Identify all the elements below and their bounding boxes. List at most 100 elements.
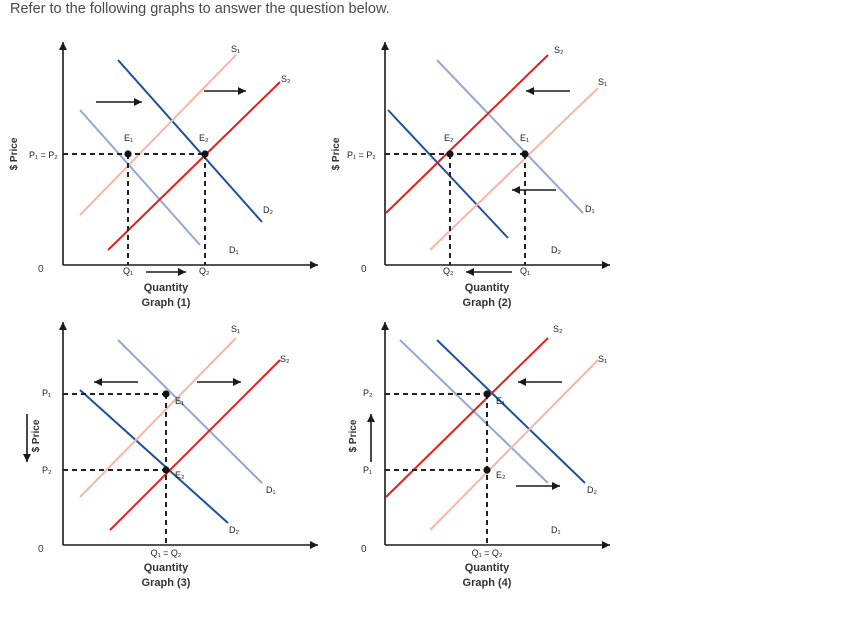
label-d1: D₁ (585, 204, 595, 214)
supply-curve-s1 (79, 337, 237, 498)
supply-curve-s1 (79, 54, 237, 216)
origin-label: 0 (361, 544, 367, 555)
q1-label: Q₁ (520, 266, 530, 276)
x-axis-label: Quantity (465, 562, 510, 574)
equilibrium-e1 (521, 150, 529, 158)
label-d2: D₂ (551, 245, 561, 255)
demand-shift-arrow-head (94, 378, 102, 386)
supply-curve-s2 (385, 54, 549, 214)
x-axis-4 (385, 541, 610, 549)
label-e1: E₁ (520, 133, 529, 143)
equilibrium-e1 (162, 390, 170, 398)
p1-label: P₁ (42, 388, 51, 398)
y-axis-1-head (59, 42, 67, 50)
y-axis-4 (381, 322, 389, 545)
label-s2: S₂ (281, 74, 291, 84)
y-axis-3-head (59, 322, 67, 330)
q1-label: Q₁ (123, 266, 133, 276)
x-axis-3-head (310, 541, 318, 549)
y-axis-4-head (381, 322, 389, 330)
supply-curve-s2 (107, 81, 281, 251)
x-axis-1-head (310, 261, 318, 269)
y-axis-2-head (381, 42, 389, 50)
price-label: P₁ = P₂ (29, 150, 58, 160)
y-axis-3 (59, 322, 67, 545)
x-axis-label: Quantity (144, 282, 189, 294)
origin-label: 0 (361, 264, 367, 275)
demand-shift-arrow (94, 378, 138, 386)
origin-label: 0 (38, 264, 44, 275)
demand-shift-arrow-head (134, 98, 142, 106)
label-e1: E₁ (124, 133, 133, 143)
label-s2: S₂ (280, 354, 290, 364)
label-d2: D₂ (587, 485, 597, 495)
demand-shift-arrow (96, 98, 142, 106)
p1-label: P₁ (363, 465, 372, 475)
label-e2: E₂ (496, 470, 506, 480)
q2-label: Q₂ (199, 266, 210, 276)
demand-shift-arrow (518, 378, 562, 386)
p2-label: P₂ (363, 388, 373, 398)
label-e2: E₂ (444, 133, 454, 143)
quantity-arrow-head (178, 268, 186, 276)
q-label: Q₁ = Q₂ (472, 548, 503, 558)
graph-3: E₁ E₂ S₁ S₂ D₁ D₂ P₁ P₂ Q₁ = Q₂ 0 Quantity Graph (3… (23, 322, 318, 589)
label-e1: E₁ (496, 396, 505, 406)
supply-shift-arrow (516, 482, 560, 490)
price-arrow (23, 414, 31, 462)
quantity-arrow (146, 268, 186, 276)
y-axis-label: $ Price (331, 137, 342, 170)
label-s2: S₂ (553, 324, 563, 334)
price-arrow-head (367, 414, 375, 422)
p2-label: P₂ (42, 465, 52, 475)
x-axis-label: Quantity (144, 562, 189, 574)
demand-curve-d2 (117, 59, 263, 223)
question-prompt: Refer to the following graphs to answer … (10, 1, 390, 17)
x-axis-1 (63, 261, 318, 269)
supply-shift-arrow-head (552, 482, 560, 490)
supply-shift-arrow-head (233, 378, 241, 386)
x-axis-2 (385, 261, 610, 269)
label-d1: D₁ (266, 485, 276, 495)
supply-shift-arrow-head (238, 87, 246, 95)
demand-shift-arrow (512, 186, 556, 194)
price-arrow-head (23, 454, 31, 462)
supply-shift-arrow-head (526, 87, 534, 95)
equilibrium-e2 (162, 466, 170, 474)
cut-off-question-text (10, 615, 855, 628)
y-axis-label: $ Price (9, 137, 20, 170)
demand-curve-d1 (79, 109, 201, 246)
equilibrium-e2 (483, 466, 491, 474)
label-s1: S₁ (231, 324, 240, 334)
graph-caption: Graph (4) (463, 577, 512, 589)
demand-shift-arrow-head (512, 186, 520, 194)
x-axis-3 (63, 541, 318, 549)
supply-curve-s2 (109, 359, 281, 531)
label-s1: S₁ (598, 354, 607, 364)
origin-label: 0 (38, 544, 44, 555)
graph-1: E₁ E₂ S₁ S₂ D₁ D₂ P₁ = P₂ Q₁ Q₂ 0 Quantity Graph (1… (9, 42, 318, 309)
graph-caption: Graph (1) (142, 297, 191, 309)
label-d1: D₁ (229, 245, 239, 255)
demand-curve-d1 (436, 59, 584, 214)
demand-curve-d1 (117, 339, 263, 484)
supply-curve-s1 (429, 359, 599, 531)
equilibrium-e2 (446, 150, 454, 158)
graph-caption: Graph (3) (142, 577, 191, 589)
label-e2: E₂ (199, 133, 209, 143)
quantity-arrow-head (466, 268, 474, 276)
x-axis-label: Quantity (465, 282, 510, 294)
label-e1: E₁ (175, 396, 184, 406)
y-axis-label: $ Price (348, 419, 359, 452)
graph-caption: Graph (2) (463, 297, 512, 309)
price-arrow (367, 414, 375, 462)
price-label: P₁ = P₂ (347, 150, 376, 160)
label-d2: D₂ (263, 205, 273, 215)
equilibrium-e1 (483, 390, 491, 398)
graph-4: E₁ E₂ S₂ S₁ D₂ D₁ P₂ P₁ Q₁ = Q₂ 0 Quantity Graph (4… (348, 322, 610, 589)
demand-shift-arrow-head (518, 378, 526, 386)
x-axis-2-head (602, 261, 610, 269)
q-label: Q₁ = Q₂ (151, 548, 182, 558)
label-d1: D₁ (551, 525, 561, 535)
